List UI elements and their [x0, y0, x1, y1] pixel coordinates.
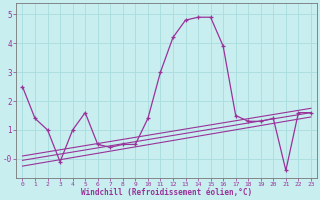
X-axis label: Windchill (Refroidissement éolien,°C): Windchill (Refroidissement éolien,°C)	[81, 188, 252, 197]
